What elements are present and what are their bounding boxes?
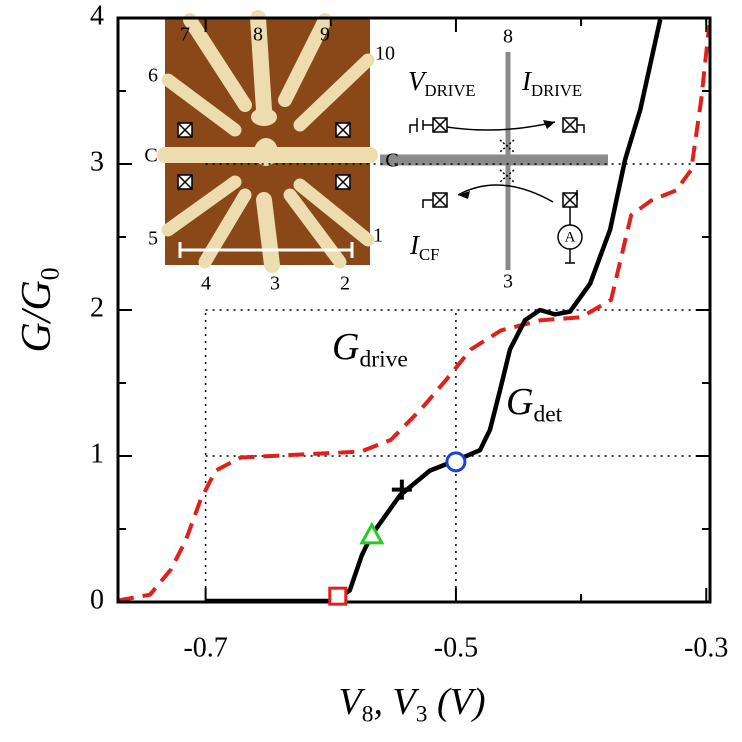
schematic-label-part: DRIVE (425, 81, 476, 100)
inset-label: 4 (201, 273, 211, 295)
x-axis-label-part: 8 (362, 702, 374, 728)
x-tick-label: -0.3 (684, 632, 728, 663)
schematic-label: ICF (409, 230, 439, 264)
schematic-label: VDRIVE (408, 66, 476, 100)
schematic-label-part: V (408, 66, 428, 96)
schematic-label-part: DRIVE (531, 81, 582, 100)
schematic-label: 3 (503, 271, 513, 293)
x-axis-label-part: , V (373, 681, 419, 723)
marker (328, 586, 348, 606)
series-line (205, 19, 663, 604)
inset-label: 9 (320, 24, 330, 46)
schematic-label-part: CF (419, 245, 439, 264)
y-tick-label: 0 (90, 584, 104, 615)
series-label: Gdet (506, 381, 563, 428)
x-tick-label: -0.5 (434, 632, 478, 663)
inset-label: 6 (148, 65, 158, 87)
marker (359, 521, 385, 545)
x-axis-label-part: (V) (427, 681, 485, 723)
series-label: Gdrive (332, 326, 408, 373)
axes-frame (116, 16, 712, 604)
x-tick-label: -0.7 (183, 632, 227, 663)
y-axis-label-part: 0 (36, 267, 65, 280)
schematic-label-part: I (521, 66, 533, 96)
inset-label: 7 (180, 24, 190, 46)
afm-image (157, 10, 378, 273)
x-axis-label-part: 3 (416, 702, 428, 728)
inset-label: 1 (373, 225, 383, 247)
series-line (117, 25, 712, 603)
y-tick-label: 3 (90, 146, 104, 177)
schematic-label: IDRIVE (521, 66, 582, 100)
series-label-part: G (506, 381, 533, 423)
x-axis-label: V8, V3 (V) (338, 681, 485, 728)
inset-label: 3 (270, 273, 280, 295)
inset-label: C (144, 145, 157, 167)
y-tick-label: 4 (90, 0, 104, 31)
inset-label: 8 (253, 24, 263, 46)
schematic (380, 52, 608, 270)
y-tick-label: 1 (90, 438, 104, 469)
y-axis-label-part: G/G (14, 280, 60, 352)
marker (445, 451, 467, 473)
series-label-part: det (533, 402, 562, 428)
series-label-part: G (332, 326, 359, 368)
marker (391, 479, 412, 500)
schematic-label: C (385, 150, 398, 172)
y-tick-label: 2 (90, 292, 104, 323)
inset-label: 10 (375, 43, 395, 65)
schematic-label: 8 (503, 26, 513, 48)
schematic-label-part: I (409, 230, 421, 260)
inset-label: 2 (340, 273, 350, 295)
inset-label: 5 (148, 228, 158, 250)
schematic-label: A (565, 229, 576, 245)
x-axis-label-part: V (338, 681, 365, 723)
y-axis-label: G/G0 (14, 267, 65, 352)
series-label-part: drive (359, 347, 407, 373)
